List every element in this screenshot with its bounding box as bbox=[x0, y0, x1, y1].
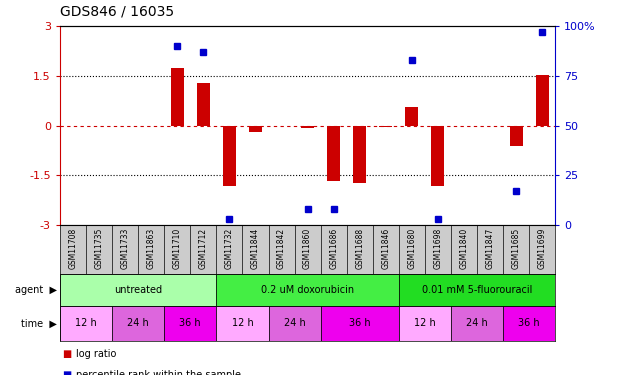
Text: agent  ▶: agent ▶ bbox=[15, 285, 57, 295]
Bar bbox=[249, 126, 262, 132]
Text: ■: ■ bbox=[62, 350, 72, 359]
Bar bbox=[405, 107, 418, 126]
Text: time  ▶: time ▶ bbox=[21, 318, 57, 328]
Bar bbox=[60, 274, 216, 306]
Bar bbox=[60, 306, 112, 341]
Text: GSM11732: GSM11732 bbox=[225, 228, 234, 269]
Text: GSM11708: GSM11708 bbox=[69, 228, 78, 269]
Text: 0.2 uM doxorubicin: 0.2 uM doxorubicin bbox=[261, 285, 354, 295]
Bar bbox=[269, 306, 321, 341]
Text: GSM11846: GSM11846 bbox=[381, 228, 391, 269]
Bar bbox=[216, 306, 269, 341]
Text: GSM11863: GSM11863 bbox=[146, 228, 156, 269]
Text: GSM11840: GSM11840 bbox=[459, 228, 469, 269]
Text: 12 h: 12 h bbox=[75, 318, 97, 328]
Text: 36 h: 36 h bbox=[519, 318, 540, 328]
Text: GSM11842: GSM11842 bbox=[277, 228, 286, 269]
Text: GSM11735: GSM11735 bbox=[95, 228, 103, 269]
Bar bbox=[164, 306, 216, 341]
Bar bbox=[536, 75, 549, 126]
Bar bbox=[432, 126, 444, 186]
Bar bbox=[216, 274, 399, 306]
Text: 24 h: 24 h bbox=[127, 318, 149, 328]
Text: GSM11844: GSM11844 bbox=[251, 228, 260, 269]
Text: GSM11688: GSM11688 bbox=[355, 228, 364, 269]
Text: GSM11847: GSM11847 bbox=[486, 228, 495, 269]
Text: 36 h: 36 h bbox=[349, 318, 370, 328]
Bar bbox=[510, 126, 522, 146]
Bar bbox=[112, 306, 164, 341]
Text: 36 h: 36 h bbox=[179, 318, 201, 328]
Bar bbox=[327, 126, 340, 181]
Text: GDS846 / 16035: GDS846 / 16035 bbox=[60, 5, 174, 19]
Text: GSM11698: GSM11698 bbox=[433, 228, 442, 269]
Text: GSM11860: GSM11860 bbox=[303, 228, 312, 269]
Text: GSM11686: GSM11686 bbox=[329, 228, 338, 269]
Text: GSM11712: GSM11712 bbox=[199, 228, 208, 269]
Bar bbox=[451, 306, 503, 341]
Bar bbox=[223, 126, 236, 186]
Text: 0.01 mM 5-fluorouracil: 0.01 mM 5-fluorouracil bbox=[422, 285, 533, 295]
Bar bbox=[399, 274, 555, 306]
Text: 24 h: 24 h bbox=[466, 318, 488, 328]
Text: GSM11699: GSM11699 bbox=[538, 228, 546, 269]
Bar bbox=[399, 306, 451, 341]
Text: 24 h: 24 h bbox=[284, 318, 305, 328]
Text: GSM11685: GSM11685 bbox=[512, 228, 521, 269]
Bar bbox=[379, 126, 392, 127]
Text: GSM11733: GSM11733 bbox=[121, 228, 129, 269]
Bar bbox=[321, 306, 399, 341]
Bar bbox=[353, 126, 366, 183]
Text: GSM11680: GSM11680 bbox=[408, 228, 416, 269]
Bar bbox=[197, 82, 210, 126]
Text: 12 h: 12 h bbox=[232, 318, 253, 328]
Text: ■: ■ bbox=[62, 370, 72, 375]
Text: percentile rank within the sample: percentile rank within the sample bbox=[76, 370, 240, 375]
Text: GSM11710: GSM11710 bbox=[173, 228, 182, 269]
Bar bbox=[171, 68, 184, 126]
Text: untreated: untreated bbox=[114, 285, 162, 295]
Text: 12 h: 12 h bbox=[414, 318, 436, 328]
Bar bbox=[301, 126, 314, 128]
Bar bbox=[503, 306, 555, 341]
Text: log ratio: log ratio bbox=[76, 350, 116, 359]
